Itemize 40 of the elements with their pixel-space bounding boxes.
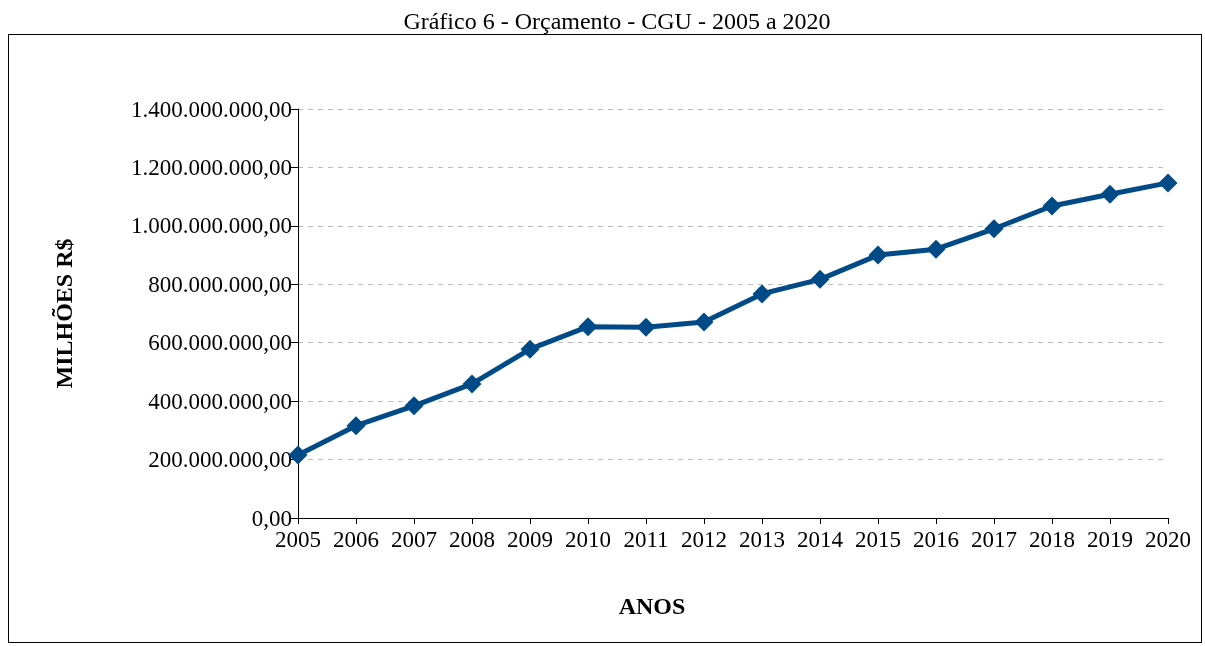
- point: [404, 396, 424, 416]
- point: [520, 339, 540, 359]
- x-axis-title: ANOS: [618, 593, 686, 619]
- x-tick-label: 2020: [1145, 527, 1191, 552]
- x-tick-label: 2007: [391, 527, 437, 552]
- x-tick-label: 2018: [1029, 527, 1075, 552]
- point: [810, 269, 830, 289]
- x-tick-label: 2015: [855, 527, 901, 552]
- point: [868, 245, 888, 265]
- y-tick-label: 800.000.000,00: [148, 271, 292, 297]
- x-tick-label: 2019: [1087, 527, 1133, 552]
- y-tick-label: 400.000.000,00: [148, 388, 292, 414]
- point: [636, 317, 656, 337]
- y-tick-label: 1.000.000.000,00: [131, 213, 292, 239]
- point: [926, 239, 946, 259]
- y-tick-label: 200.000.000,00: [148, 447, 292, 473]
- point: [578, 317, 598, 337]
- point: [694, 312, 714, 332]
- x-tick-label: 2006: [333, 527, 379, 552]
- point: [1158, 173, 1178, 193]
- x-tick-label: 2008: [449, 527, 495, 552]
- point: [984, 219, 1004, 239]
- x-tick-label: 2016: [913, 527, 959, 552]
- x-tick-label: 2011: [623, 527, 669, 552]
- x-tick-label: 2010: [565, 527, 611, 552]
- point: [346, 416, 366, 436]
- y-tick-label: 1.400.000.000,00: [131, 96, 292, 122]
- point: [752, 284, 772, 304]
- x-tick-label: 2013: [739, 527, 785, 552]
- chart-title: Gráfico 6 - Orçamento - CGU - 2005 a 2020: [403, 8, 831, 34]
- x-tick-label: 2014: [797, 527, 844, 552]
- y-tick-label: 600.000.000,00: [148, 330, 292, 356]
- point: [462, 374, 482, 394]
- x-tick-label: 2012: [681, 527, 727, 552]
- y-axis-title: MILHÕES R$: [51, 238, 77, 389]
- x-tick-label: 2017: [971, 527, 1017, 552]
- y-tick-label: 1.200.000.000,00: [131, 154, 292, 180]
- point: [1100, 184, 1120, 204]
- point: [1042, 196, 1062, 216]
- x-tick-label: 2009: [507, 527, 553, 552]
